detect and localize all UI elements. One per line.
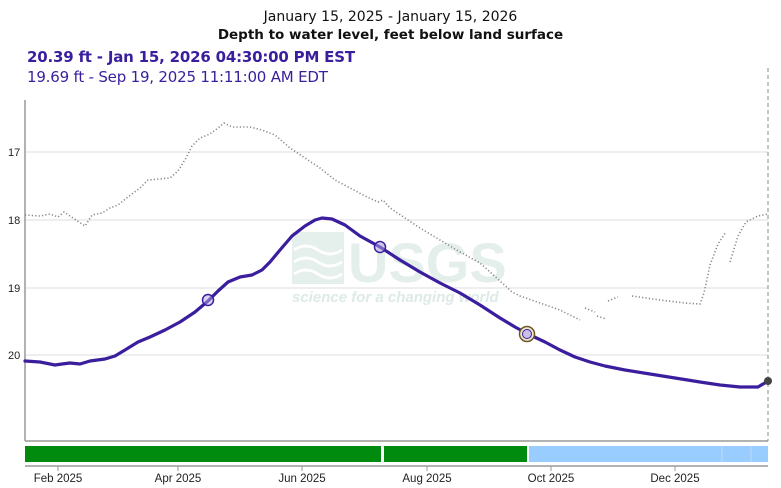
approval-status-bar [25, 446, 768, 462]
usgs-watermark-tagline: science for a changing world [292, 289, 500, 306]
x-tick-jun-2025: Jun 2025 [278, 473, 325, 485]
comparison-series-line-2 [584, 213, 769, 320]
chart-title: Depth to water level, feet below land su… [217, 27, 564, 43]
approval-segment-provisional[interactable] [529, 446, 768, 462]
latest-value-marker[interactable] [764, 377, 772, 385]
x-axis-ticks [57, 466, 676, 471]
y-tick-18: 18 [8, 215, 20, 227]
data-marker-apr[interactable] [201, 293, 215, 307]
chart-date-range: January 15, 2025 - January 15, 2026 [263, 9, 518, 25]
y-tick-20: 20 [8, 350, 20, 362]
hover-marker-inner [522, 329, 532, 339]
primary-series-line [23, 216, 770, 389]
x-tick-aug-2025: Aug 2025 [402, 473, 451, 485]
y-axis-ticks: 17 18 19 20 [8, 147, 20, 362]
tooltip-hover-value: 19.69 ft - Sep 19, 2025 11:11:00 AM EDT [27, 68, 328, 86]
x-tick-oct-2025: Oct 2025 [528, 473, 575, 485]
approval-segment-approved-2[interactable] [384, 446, 527, 462]
approval-segment-approved-1[interactable] [25, 446, 381, 462]
y-tick-19: 19 [8, 283, 20, 295]
x-tick-dec-2025: Dec 2025 [650, 473, 699, 485]
usgs-watermark: USGS science for a changing world [292, 231, 507, 306]
usgs-watermark-text: USGS [348, 231, 507, 294]
x-tick-apr-2025: Apr 2025 [155, 473, 202, 485]
x-axis-labels: Feb 2025 Apr 2025 Jun 2025 Aug 2025 Oct … [34, 473, 700, 485]
x-tick-feb-2025: Feb 2025 [34, 473, 83, 485]
y-gridlines [25, 151, 768, 356]
y-tick-17: 17 [8, 147, 20, 159]
data-marker-jul[interactable] [373, 240, 387, 254]
tooltip-current-value: 20.39 ft - Jan 15, 2026 04:30:00 PM EST [27, 48, 355, 66]
